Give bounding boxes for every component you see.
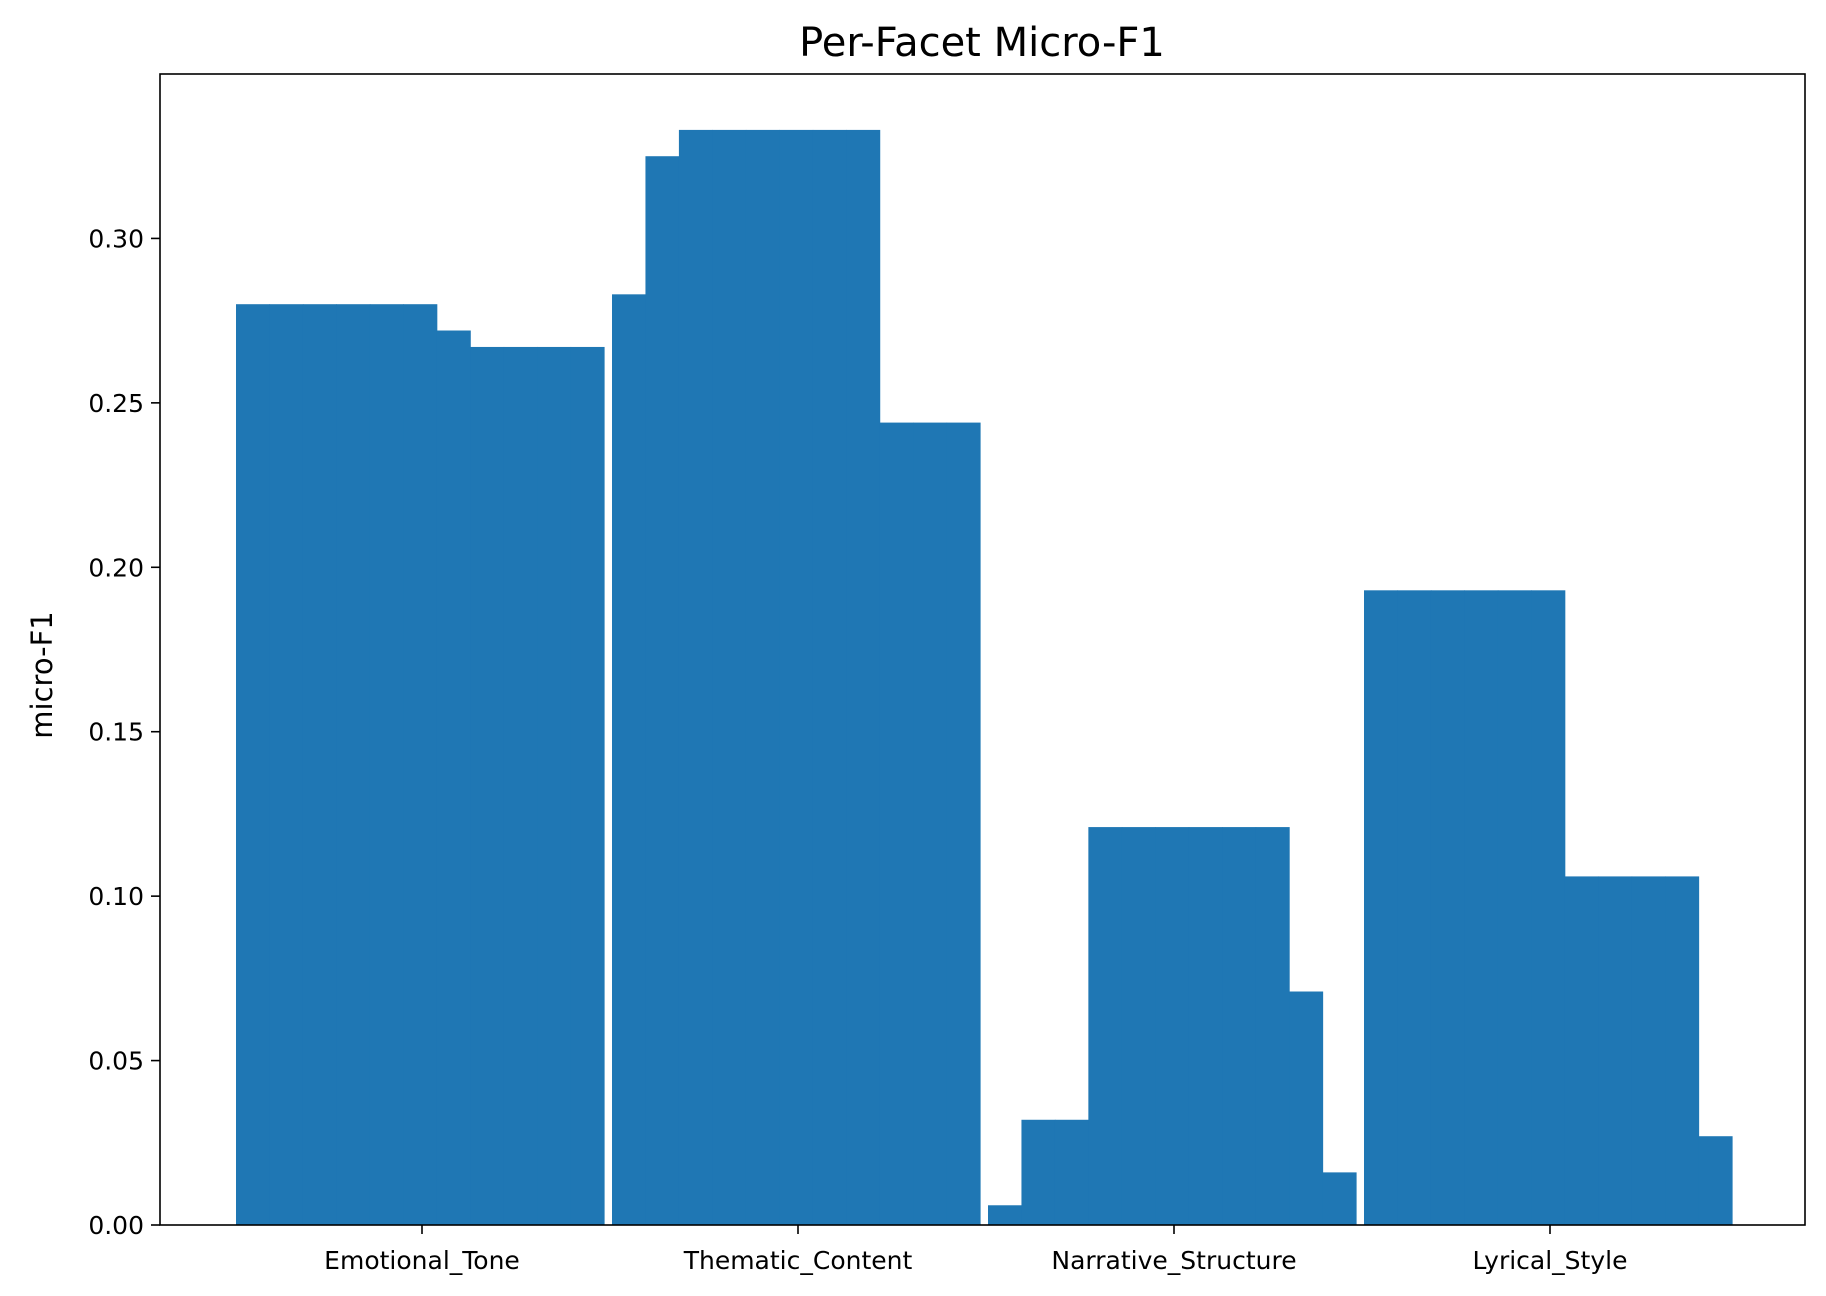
bar-emotional-tone-2-0 (470, 346, 505, 1225)
bar-lyrical-style-0-5 (1531, 590, 1566, 1225)
bar-narrative-structure-4-0 (1322, 1172, 1357, 1225)
bar-emotional-tone-1-0 (436, 330, 471, 1225)
bar-lyrical-style-1-1 (1598, 876, 1633, 1225)
bar-narrative-structure-1-0 (1021, 1119, 1056, 1225)
bar-thematic-content-1-0 (645, 156, 680, 1226)
bar-thematic-content-3-1 (913, 422, 948, 1226)
bar-thematic-content-2-3 (779, 129, 814, 1225)
bar-thematic-content-2-0 (678, 129, 713, 1225)
y-tick-label: 0.00 (88, 1211, 144, 1240)
bar-thematic-content-2-1 (712, 129, 747, 1225)
bar-narrative-structure-0-0 (988, 1205, 1023, 1225)
bar-lyrical-style-1-0 (1564, 876, 1599, 1225)
bar-emotional-tone-0-5 (403, 304, 438, 1225)
bar-lyrical-style-0-3 (1464, 590, 1499, 1225)
bar-lyrical-style-1-2 (1631, 876, 1666, 1225)
x-tick-label: Narrative_Structure (1051, 1246, 1296, 1275)
bar-emotional-tone-2-2 (537, 346, 572, 1225)
bar-thematic-content-2-2 (745, 129, 780, 1225)
y-tick-label: 0.20 (88, 553, 144, 582)
bar-thematic-content-0-0 (612, 294, 647, 1226)
bar-thematic-content-3-2 (946, 422, 981, 1226)
bar-emotional-tone-0-3 (336, 304, 371, 1225)
bars-layer (236, 129, 1733, 1226)
bar-lyrical-style-0-2 (1430, 590, 1465, 1225)
bar-lyrical-style-0-0 (1364, 590, 1399, 1225)
y-tick-label: 0.05 (88, 1047, 144, 1076)
bar-narrative-structure-1-1 (1054, 1119, 1089, 1225)
y-tick-label: 0.15 (88, 718, 144, 747)
bar-narrative-structure-2-3 (1188, 827, 1223, 1225)
bar-thematic-content-2-5 (846, 129, 881, 1225)
bar-lyrical-style-0-1 (1397, 590, 1432, 1225)
chart-title: Per-Facet Micro-F1 (799, 20, 1165, 66)
bar-lyrical-style-2-0 (1698, 1136, 1733, 1225)
axes-layer: 0.00 0.05 0.10 0.15 0.20 0.25 0.30 Emotional_To… (88, 73, 1806, 1275)
bar-emotional-tone-2-3 (570, 346, 605, 1225)
bar-emotional-tone-2-1 (503, 346, 538, 1225)
bar-narrative-structure-2-2 (1155, 827, 1190, 1225)
bar-emotional-tone-0-0 (236, 304, 271, 1225)
bar-lyrical-style-1-3 (1665, 876, 1700, 1225)
bar-emotional-tone-0-2 (302, 304, 337, 1225)
plot-frame (159, 73, 1806, 1226)
bar-narrative-structure-2-0 (1088, 827, 1123, 1225)
bar-narrative-structure-2-5 (1255, 827, 1290, 1225)
y-tick-label: 0.10 (88, 882, 144, 911)
x-tick-label: Emotional_Tone (324, 1246, 520, 1275)
bar-thematic-content-2-4 (812, 129, 847, 1225)
bar-narrative-structure-2-1 (1121, 827, 1156, 1225)
bar-emotional-tone-0-4 (369, 304, 404, 1225)
y-tick-label: 0.25 (88, 389, 144, 418)
bar-narrative-structure-2-4 (1222, 827, 1257, 1225)
bar-emotional-tone-0-1 (269, 304, 304, 1225)
bar-narrative-structure-3-0 (1289, 991, 1324, 1225)
x-tick-label: Thematic_Content (683, 1246, 913, 1275)
y-axis-title: micro-F1 (25, 611, 59, 738)
y-tick-label: 0.30 (88, 224, 144, 253)
bar-lyrical-style-0-4 (1497, 590, 1532, 1225)
bar-thematic-content-3-0 (879, 422, 914, 1226)
x-tick-label: Lyrical_Style (1473, 1246, 1628, 1275)
